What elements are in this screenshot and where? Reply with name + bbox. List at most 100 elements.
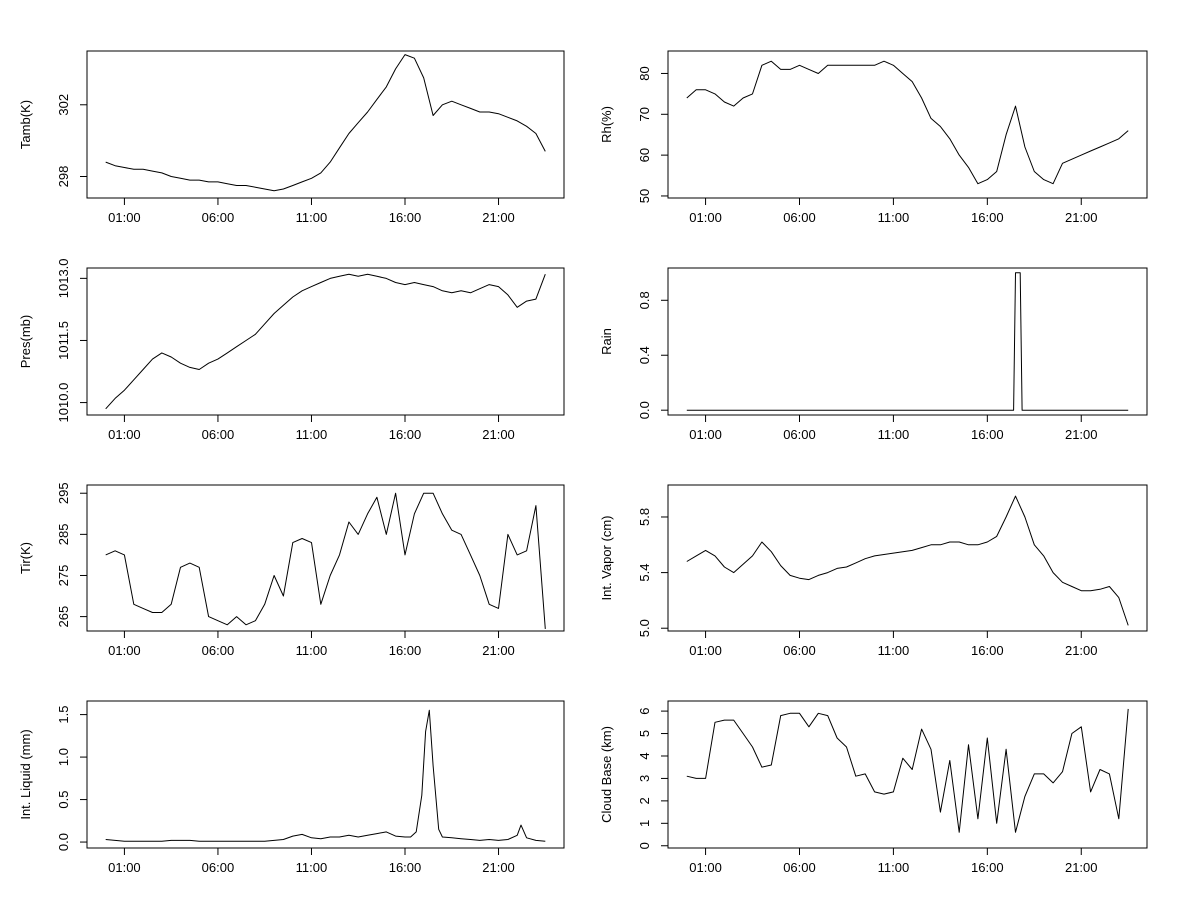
x-tick-label: 11:00: [296, 427, 328, 442]
y-tick-label: 70: [637, 107, 652, 121]
x-tick-label: 16:00: [971, 860, 1004, 875]
y-tick-label: 6: [637, 707, 652, 714]
y-tick-label: 0.0: [56, 833, 71, 851]
y-tick-label: 275: [56, 565, 71, 587]
x-tick-label: 21:00: [482, 860, 515, 875]
plot-frame: [667, 267, 1148, 416]
y-axis-label: Pres(mb): [18, 315, 33, 368]
y-axis-label: Rain: [599, 328, 614, 355]
x-tick-label: 01:00: [689, 427, 722, 442]
y-tick-label: 5: [637, 730, 652, 737]
y-tick-label: 5.4: [637, 564, 652, 582]
y-tick-label: 0.4: [637, 346, 652, 364]
series-line: [105, 709, 546, 842]
x-tick-label: 06:00: [202, 210, 235, 225]
x-tick-label: 06:00: [202, 643, 235, 658]
y-tick-label: 1013.0: [56, 258, 71, 298]
y-tick-label: 302: [56, 94, 71, 116]
plot-frame: [86, 267, 565, 416]
y-tick-label: 2: [637, 797, 652, 804]
y-axis-label: Tir(K): [18, 542, 33, 574]
panel-1: 01:00 06:00 11:00 16:00 21:00 298 302 Tamb(K): [18, 50, 565, 225]
series-line: [105, 54, 546, 192]
y-tick-label: 80: [637, 66, 652, 80]
plot-frame: [667, 50, 1148, 199]
y-tick-label: 5.8: [637, 508, 652, 526]
y-tick-label: 1010.0: [56, 383, 71, 423]
y-tick-label: 50: [637, 189, 652, 203]
x-tick-label: 16:00: [971, 643, 1004, 658]
panel-4: 01:00 06:00 11:00 16:00 21:00 0.0 0.4 0.8 Rain: [599, 267, 1148, 442]
x-tick-label: 06:00: [783, 210, 816, 225]
y-axis-label: Int. Vapor (cm): [599, 515, 614, 600]
y-tick-label: 0.5: [56, 791, 71, 809]
y-tick-label: 285: [56, 524, 71, 546]
x-tick-label: 11:00: [878, 427, 910, 442]
x-tick-label: 06:00: [783, 643, 816, 658]
x-tick-label: 11:00: [296, 643, 328, 658]
y-tick-label: 1: [637, 820, 652, 827]
x-tick-label: 11:00: [296, 860, 328, 875]
x-tick-label: 11:00: [878, 210, 910, 225]
x-tick-label: 01:00: [108, 860, 141, 875]
y-tick-label: 0: [637, 842, 652, 849]
x-tick-label: 16:00: [971, 427, 1004, 442]
y-tick-label: 4: [637, 752, 652, 759]
x-tick-label: 11:00: [878, 643, 910, 658]
y-axis-label: Rh(%): [599, 106, 614, 143]
y-axis-label: Int. Liquid (mm): [18, 729, 33, 819]
panel-2: 01:00 06:00 11:00 16:00 21:00 50 60 70 80 Rh(%): [599, 50, 1148, 225]
plot-frame: [86, 700, 565, 849]
y-axis-label: Tamb(K): [18, 100, 33, 149]
series-line: [686, 272, 1129, 411]
x-tick-label: 06:00: [783, 860, 816, 875]
panel-6: 01:00 06:00 11:00 16:00 21:00 5.0 5.4 5.8 Int. V…: [599, 484, 1148, 658]
y-tick-label: 0.8: [637, 291, 652, 309]
x-tick-label: 11:00: [296, 210, 328, 225]
x-tick-label: 21:00: [1065, 427, 1098, 442]
x-tick-label: 06:00: [202, 860, 235, 875]
x-tick-label: 06:00: [202, 427, 235, 442]
y-tick-label: 60: [637, 148, 652, 162]
panel-5: 01:00 06:00 11:00 16:00 21:00 265 275 285 295 Tir…: [18, 482, 565, 658]
y-tick-label: 1.0: [56, 748, 71, 766]
y-tick-label: 298: [56, 166, 71, 188]
x-tick-label: 01:00: [108, 427, 141, 442]
x-tick-label: 01:00: [108, 643, 141, 658]
plot-frame: [667, 484, 1148, 632]
x-tick-label: 01:00: [689, 860, 722, 875]
y-tick-label: 3: [637, 775, 652, 782]
x-tick-label: 01:00: [689, 643, 722, 658]
x-tick-label: 01:00: [689, 210, 722, 225]
y-tick-label: 1.5: [56, 706, 71, 724]
panel-8: 01:00 06:00 11:00 16:00 21:00 0 1 2 3 4 5 6 Cloud Ba…: [599, 700, 1148, 875]
x-tick-label: 16:00: [389, 210, 422, 225]
series-line: [686, 60, 1129, 185]
plot-frame: [86, 50, 565, 199]
x-tick-label: 21:00: [1065, 643, 1098, 658]
series-line: [686, 708, 1129, 833]
x-tick-label: 21:00: [482, 643, 515, 658]
y-tick-label: 5.0: [637, 619, 652, 637]
x-tick-label: 16:00: [389, 427, 422, 442]
x-tick-label: 16:00: [389, 643, 422, 658]
x-tick-label: 21:00: [482, 427, 515, 442]
series-line: [105, 492, 546, 629]
panel-3: 01:00 06:00 11:00 16:00 21:00 1010.0 1011.5 101…: [18, 258, 565, 442]
y-tick-label: 265: [56, 606, 71, 628]
x-tick-label: 01:00: [108, 210, 141, 225]
x-tick-label: 21:00: [1065, 860, 1098, 875]
x-tick-label: 21:00: [482, 210, 515, 225]
plot-frame: [86, 484, 565, 632]
x-tick-label: 11:00: [878, 860, 910, 875]
plot-frame: [667, 700, 1148, 849]
y-tick-label: 1011.5: [56, 321, 71, 360]
x-tick-label: 21:00: [1065, 210, 1098, 225]
x-tick-label: 16:00: [389, 860, 422, 875]
x-tick-label: 16:00: [971, 210, 1004, 225]
y-tick-label: 295: [56, 482, 71, 504]
series-line: [686, 495, 1129, 626]
x-tick-label: 06:00: [783, 427, 816, 442]
panel-7: 01:00 06:00 11:00 16:00 21:00 0.0 0.5 1.0 1.5 Int…: [18, 700, 565, 875]
